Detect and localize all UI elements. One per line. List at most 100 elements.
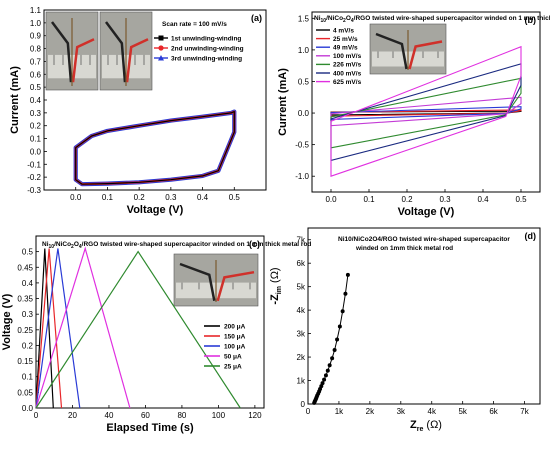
panel-d-data-point [323,373,328,378]
panel-c-y-tick-label: 0.2 [22,341,34,350]
panel-d-y-tick-label: 6k [297,259,306,268]
panel-d-x-tick-label: 0 [306,407,311,416]
panel-d-data-point [337,324,342,329]
panel-d-x-tick-label: 6k [489,407,498,416]
panel-a-x-tick-label: 0.0 [70,193,82,202]
panel-b-y-tick-label: 0.0 [298,109,310,118]
panel-c-x-tick-label: 80 [177,411,186,420]
panel-a-x-tick-label: 0.2 [134,193,146,202]
panel-d-data-point [340,309,345,314]
panel-c-legend-label: 200 μA [224,324,246,331]
panel-a-y-tick-label: -0.2 [27,173,41,182]
panel-a-series-line-1 [75,111,235,185]
panel-a-x-tick-label: 0.3 [165,193,177,202]
panel-d-y-tick-label: 5k [297,283,306,292]
panel-a-left-photo-red-clip [71,38,95,83]
panel-c-y-tick-label: 0.45 [17,263,33,272]
panel-a-y-tick-label: 0.5 [30,83,42,92]
panel-b-legend-label: 400 mV/s [333,70,362,77]
panel-a-right-photo-black-clip [104,21,127,83]
panel-d-plot-frame [307,227,541,405]
panel-b-y-tick-label: -0.5 [295,141,309,150]
panel-a-legend-marker [158,55,164,61]
panel-c-y-tick-label: 0.05 [17,388,33,397]
panel-d-y-tick-label: 2k [297,353,306,362]
panel-b-photo-black-clip [375,32,408,70]
panel-a-y-tick-label: 0.3 [30,109,42,118]
panel-a-y-tick-label: 0.6 [30,70,42,79]
panel-c-photo-black-clip [179,262,216,302]
panel-d-data-point [330,356,335,361]
panel-c-y-axis-title: Voltage (V) [1,293,13,350]
panel-d-panel-label: (d) [525,231,537,241]
panel-a-x-axis-title: Voltage (V) [127,204,184,216]
panel-a-y-tick-label: -0.3 [27,186,41,195]
panel-d-data-point [332,348,337,353]
panel-a-y-tick-label: 1.1 [30,6,42,15]
panel-c-panel-label: (c) [249,239,260,249]
panel-c-series-line-4 [35,246,131,409]
panel-c-y-tick-label: 0.3 [22,310,34,319]
panel-d-y-tick-label: 0 [301,400,306,409]
panel-c-x-axis-title: Elapsed Time (s) [106,422,194,434]
panel-c-x-tick-label: 0 [34,411,39,420]
panel-a-legend-marker [158,35,164,41]
panel-a-y-axis-title: Current (mA) [9,66,21,134]
panel-a-x-tick-label: 0.1 [102,193,114,202]
panel-d-x-tick-label: 7k [520,407,529,416]
panel-c-x-tick-label: 100 [212,411,226,420]
panel-a-x-tick-label: 0.5 [229,193,241,202]
panel-a-y-tick-label: 0.7 [30,57,42,66]
panel-b-x-tick-label: 0.4 [477,195,489,204]
panel-b-legend-label: 4 mV/s [333,27,354,34]
panel-c-y-tick-label: 0.35 [17,295,33,304]
panel-a-x-tick-label: 0.4 [197,193,209,202]
panel-b-y-tick-label: 1.5 [298,14,310,23]
panel-a-panel-label: (a) [251,13,262,23]
panel-b-y-tick-label: 0.5 [298,77,310,86]
panel-b-series-loop-7 [330,45,522,177]
panel-b-legend-label: 25 mV/s [333,36,358,43]
panel-c-legend-label: 50 μA [224,354,242,361]
panel-d-x-tick-label: 3k [397,407,406,416]
panel-b-y-axis-title: Current (mA) [277,68,289,136]
panel-c-x-tick-label: 40 [105,411,114,420]
panel-d-title-line-1: Ni10/NiCo2O4/RGO twisted wire-shaped sup… [338,236,510,243]
panel-d-y-tick-label: 3k [297,330,306,339]
panel-d-x-axis-title: Zre (Ω) [410,419,442,433]
panel-a-legend-label: 3rd unwinding-winding [171,56,242,63]
panel-d-data-point [343,291,348,296]
panel-d-title-line-2: winded on 1mm thick metal rod [355,245,453,252]
panel-b-legend-label: 100 mV/s [333,53,362,60]
panel-c-plot-frame [35,235,265,409]
panel-c-x-tick-label: 120 [248,411,262,420]
panel-c-legend-label: 100 μA [224,344,246,351]
panel-c-title: Ni10/NiCo2O4/RGO twisted wire-shaped sup… [42,241,311,250]
panel-d-data-point [320,381,325,386]
panel-d-data-point [327,363,332,368]
panel-c-legend-label: 150 μA [224,334,246,341]
panel-b-legend-label: 625 mV/s [333,79,362,86]
panel-b-x-tick-label: 0.2 [401,195,413,204]
panel-c-legend-label: 25 μA [224,364,242,371]
panel-a-legend-marker [158,45,164,51]
panel-b-panel-label: (b) [525,15,537,25]
panel-a-y-tick-label: 0.1 [30,135,42,144]
panel-b-x-tick-label: 0.3 [439,195,451,204]
panel-c-y-tick-label: 0.25 [17,326,33,335]
panel-b-title: Ni10/NiCo2O4/RGO twisted wire-shaped sup… [314,15,550,24]
panel-d-y-tick-label: 1k [297,377,306,386]
panel-b-legend-label: 226 mV/s [333,62,362,69]
panel-d-x-tick-label: 1k [335,407,344,416]
panel-d-data-point [322,377,327,382]
panel-d-background [275,218,550,445]
panel-d-data-point [335,337,340,342]
panel-b-x-axis-title: Voltage (V) [398,206,455,218]
panel-d-y-tick-label: 7k [297,236,306,245]
panel-b-x-tick-label: 0.5 [515,195,527,204]
panel-c-x-tick-label: 60 [141,411,150,420]
panel-c-series-line-3 [35,248,81,409]
panel-c-series-line-2 [35,248,63,409]
